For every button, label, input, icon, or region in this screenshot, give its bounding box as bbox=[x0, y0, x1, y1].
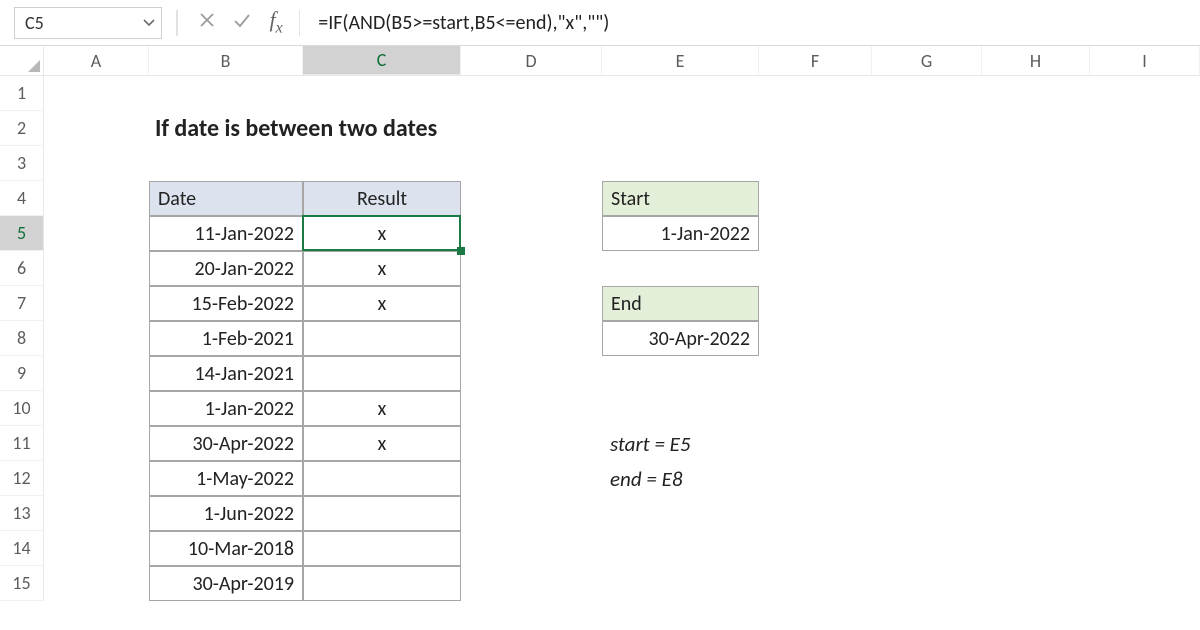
table-cell-date[interactable]: 1-Feb-2021 bbox=[149, 321, 303, 356]
table-cell-result[interactable]: x bbox=[303, 216, 461, 251]
separator bbox=[299, 10, 301, 36]
row-header-1[interactable]: 1 bbox=[0, 76, 44, 111]
table-cell-result[interactable]: x bbox=[303, 251, 461, 286]
cell[interactable] bbox=[461, 461, 602, 496]
formula-input[interactable] bbox=[308, 7, 1192, 39]
chevron-down-icon[interactable] bbox=[143, 12, 155, 34]
cell[interactable] bbox=[461, 426, 602, 461]
table-cell-date[interactable]: 1-Jun-2022 bbox=[149, 496, 303, 531]
start-label[interactable]: Start bbox=[602, 181, 759, 216]
table-cell-date[interactable]: 1-Jan-2022 bbox=[149, 391, 303, 426]
row-headers: 1 2 3 4 5 6 7 8 9 10 11 12 13 14 15 bbox=[0, 76, 44, 601]
start-value[interactable]: 1-Jan-2022 bbox=[602, 216, 759, 251]
col-header-I[interactable]: I bbox=[1090, 46, 1200, 76]
end-value[interactable]: 30-Apr-2022 bbox=[602, 321, 759, 356]
cell[interactable] bbox=[44, 111, 149, 146]
end-label[interactable]: End bbox=[602, 286, 759, 321]
cell[interactable] bbox=[461, 181, 602, 216]
row-header-10[interactable]: 10 bbox=[0, 391, 44, 426]
col-header-C[interactable]: C bbox=[303, 46, 461, 76]
table-cell-date[interactable]: 10-Mar-2018 bbox=[149, 531, 303, 566]
formula-bar: C5 fx bbox=[0, 0, 1200, 46]
note-end[interactable]: end = E8 bbox=[602, 461, 759, 496]
table-cell-result[interactable] bbox=[303, 531, 461, 566]
col-header-E[interactable]: E bbox=[602, 46, 759, 76]
row-header-11[interactable]: 11 bbox=[0, 426, 44, 461]
col-header-F[interactable]: F bbox=[759, 46, 872, 76]
table-cell-result[interactable]: x bbox=[303, 426, 461, 461]
table-cell-date[interactable]: 30-Apr-2019 bbox=[149, 566, 303, 601]
table-cell-result[interactable] bbox=[303, 496, 461, 531]
col-header-G[interactable]: G bbox=[872, 46, 982, 76]
col-header-H[interactable]: H bbox=[982, 46, 1090, 76]
fx-icon[interactable]: fx bbox=[262, 7, 291, 37]
page-title[interactable]: If date is between two dates bbox=[149, 111, 749, 146]
cell[interactable] bbox=[44, 356, 149, 391]
cell[interactable] bbox=[461, 286, 602, 321]
table-cell-result[interactable] bbox=[303, 461, 461, 496]
table-cell-date[interactable]: 20-Jan-2022 bbox=[149, 251, 303, 286]
row-header-14[interactable]: 14 bbox=[0, 531, 44, 566]
cell[interactable] bbox=[44, 566, 149, 601]
select-all-corner[interactable] bbox=[0, 46, 44, 76]
cancel-icon[interactable] bbox=[192, 11, 222, 35]
row-header-5[interactable]: 5 bbox=[0, 216, 44, 251]
cell[interactable] bbox=[44, 321, 149, 356]
table-cell-date[interactable]: 11-Jan-2022 bbox=[149, 216, 303, 251]
column-headers: A B C D E F G H I bbox=[0, 46, 1200, 76]
col-header-D[interactable]: D bbox=[461, 46, 602, 76]
col-header-B[interactable]: B bbox=[149, 46, 303, 76]
row-header-6[interactable]: 6 bbox=[0, 251, 44, 286]
active-cell-fill-handle[interactable] bbox=[457, 247, 465, 255]
row-header-2[interactable]: 2 bbox=[0, 111, 44, 146]
table-header-result[interactable]: Result bbox=[303, 181, 461, 216]
cell[interactable] bbox=[44, 426, 149, 461]
row-header-13[interactable]: 13 bbox=[0, 496, 44, 531]
row-header-8[interactable]: 8 bbox=[0, 321, 44, 356]
table-cell-result[interactable] bbox=[303, 566, 461, 601]
cell[interactable] bbox=[461, 216, 602, 251]
cell[interactable] bbox=[44, 181, 149, 216]
spreadsheet-grid: A B C D E F G H I 1 2 3 4 5 6 7 8 9 10 1… bbox=[0, 46, 1200, 630]
table-cell-result[interactable]: x bbox=[303, 391, 461, 426]
row-header-7[interactable]: 7 bbox=[0, 286, 44, 321]
note-start[interactable]: start = E5 bbox=[602, 426, 759, 461]
row-header-15[interactable]: 15 bbox=[0, 566, 44, 601]
cell[interactable] bbox=[44, 251, 149, 286]
table-cell-result[interactable] bbox=[303, 321, 461, 356]
table-cell-result[interactable] bbox=[303, 356, 461, 391]
row-header-4[interactable]: 4 bbox=[0, 181, 44, 216]
name-box-value: C5 bbox=[25, 12, 44, 34]
separator bbox=[176, 10, 178, 36]
row-header-3[interactable]: 3 bbox=[0, 146, 44, 181]
cell[interactable] bbox=[44, 531, 149, 566]
table-cell-result[interactable]: x bbox=[303, 286, 461, 321]
cell[interactable] bbox=[44, 461, 149, 496]
cell[interactable] bbox=[461, 321, 602, 356]
row-header-12[interactable]: 12 bbox=[0, 461, 44, 496]
table-cell-date[interactable]: 1-May-2022 bbox=[149, 461, 303, 496]
cells-area[interactable]: If date is between two dates Date Result… bbox=[44, 76, 1200, 601]
enter-icon[interactable] bbox=[226, 11, 258, 35]
table-cell-date[interactable]: 30-Apr-2022 bbox=[149, 426, 303, 461]
cell[interactable] bbox=[44, 286, 149, 321]
cell[interactable] bbox=[44, 391, 149, 426]
col-header-A[interactable]: A bbox=[44, 46, 149, 76]
table-cell-date[interactable]: 15-Feb-2022 bbox=[149, 286, 303, 321]
table-cell-date[interactable]: 14-Jan-2021 bbox=[149, 356, 303, 391]
cell[interactable] bbox=[44, 216, 149, 251]
cell[interactable] bbox=[44, 496, 149, 531]
table-header-date[interactable]: Date bbox=[149, 181, 303, 216]
name-box[interactable]: C5 bbox=[14, 7, 162, 39]
row-header-9[interactable]: 9 bbox=[0, 356, 44, 391]
